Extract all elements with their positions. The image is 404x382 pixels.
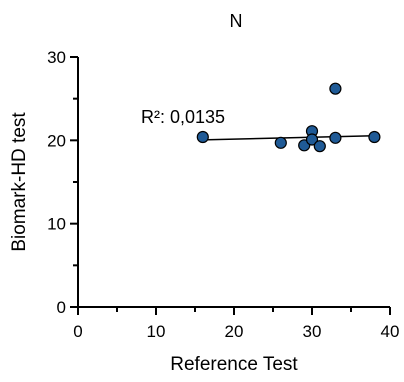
y-ticks: 0 10 20 30 [47, 48, 78, 317]
y-axis-label: Biomark-HD test [9, 112, 30, 252]
x-tick-label: 0 [73, 322, 82, 341]
data-points [196, 82, 381, 153]
x-axis-label: Reference Test [170, 354, 298, 375]
y-tick-label: 10 [47, 215, 66, 234]
x-tick-label: 40 [381, 322, 400, 341]
x-tick-label: 20 [225, 322, 244, 341]
data-point [329, 131, 342, 144]
regression-line [202, 135, 375, 141]
axes [77, 57, 390, 308]
data-point [196, 130, 209, 144]
chart-title: N [230, 11, 243, 31]
x-tick-label: 30 [303, 322, 322, 341]
data-point [329, 82, 342, 95]
y-tick-label: 0 [57, 298, 66, 317]
y-tick-label: 30 [47, 48, 66, 67]
data-point [368, 130, 381, 144]
r-squared-annotation: R²: 0,0135 [141, 107, 225, 127]
x-ticks: 0 10 20 30 40 [73, 307, 399, 341]
data-point [305, 133, 319, 146]
data-point [313, 140, 326, 153]
y-tick-label: 20 [47, 131, 66, 150]
data-point [274, 136, 287, 149]
x-tick-label: 10 [147, 322, 166, 341]
